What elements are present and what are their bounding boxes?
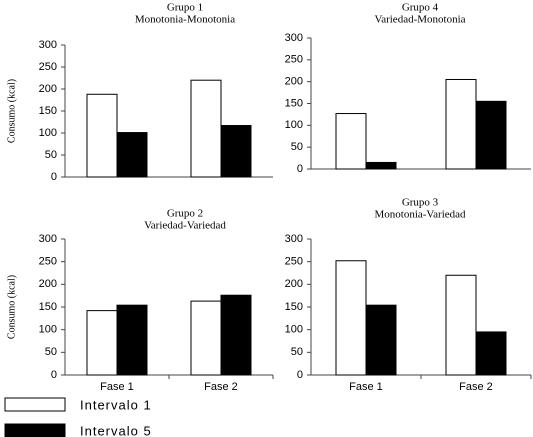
x-tick-label: Fase 1 — [100, 381, 134, 393]
bar — [445, 274, 477, 376]
chart-subtitle: Monotonia-Monotonia — [135, 14, 235, 26]
bar — [445, 78, 477, 170]
y-tick-label: 250 — [39, 256, 57, 268]
y-tick-label: 300 — [285, 32, 303, 44]
bar — [116, 132, 148, 178]
x-tick-label: Fase 1 — [349, 381, 383, 393]
chart-title: Grupo 3 — [402, 197, 439, 209]
y-tick-label: 200 — [39, 278, 57, 290]
bar — [190, 79, 222, 178]
y-tick-label: 100 — [39, 324, 57, 336]
y-tick-label: 200 — [285, 76, 303, 88]
legend-label: Intervalo 1 — [80, 397, 152, 412]
y-tick-label: 0 — [297, 163, 303, 175]
bar — [475, 331, 507, 376]
legend-label: Intervalo 5 — [80, 423, 152, 437]
x-tick-label: Fase 2 — [459, 381, 493, 393]
chart-title: Grupo 1 — [167, 2, 203, 14]
chart-title: Grupo 4 — [402, 2, 439, 14]
y-tick-label: 300 — [39, 233, 57, 245]
y-tick-label: 300 — [285, 233, 303, 245]
y-tick-label: 50 — [45, 346, 57, 358]
y-tick-label: 50 — [291, 141, 303, 153]
y-tick-label: 250 — [285, 54, 303, 66]
y-axis-label: Consumo (kcal) — [6, 275, 17, 339]
y-axis-label: Consumo (kcal) — [6, 79, 17, 143]
chart-subtitle: Monotonia-Variedad — [374, 209, 466, 221]
y-tick-label: 150 — [39, 105, 57, 117]
y-tick-label: 100 — [285, 119, 303, 131]
legend-swatch — [4, 397, 66, 412]
chart-subtitle: Variedad-Monotonia — [374, 14, 465, 26]
bar — [365, 161, 397, 170]
y-tick-label: 250 — [39, 61, 57, 73]
y-tick-label: 100 — [39, 127, 57, 139]
y-tick-label: 50 — [45, 149, 57, 161]
bar — [86, 310, 118, 376]
y-tick-label: 0 — [51, 369, 57, 381]
y-tick-label: 0 — [297, 369, 303, 381]
y-tick-label: 50 — [291, 346, 303, 358]
bar — [365, 304, 397, 376]
x-tick-label: Fase 2 — [204, 381, 238, 393]
y-tick-label: 250 — [285, 256, 303, 268]
bar — [475, 100, 507, 170]
y-tick-label: 0 — [51, 171, 57, 183]
y-tick-label: 200 — [285, 278, 303, 290]
bar — [86, 93, 118, 178]
bar — [190, 300, 222, 376]
y-tick-label: 150 — [285, 97, 303, 109]
bar — [116, 304, 148, 376]
chart-subtitle: Variedad-Variedad — [144, 220, 226, 232]
y-tick-label: 300 — [39, 39, 57, 51]
chart-title: Grupo 2 — [167, 208, 203, 220]
y-tick-label: 150 — [285, 301, 303, 313]
bar — [220, 125, 252, 178]
y-tick-label: 200 — [39, 83, 57, 95]
bar — [335, 113, 367, 170]
y-tick-label: 150 — [39, 301, 57, 313]
bar — [335, 260, 367, 376]
bar — [220, 294, 252, 376]
legend-swatch — [4, 423, 66, 437]
y-tick-label: 100 — [285, 324, 303, 336]
